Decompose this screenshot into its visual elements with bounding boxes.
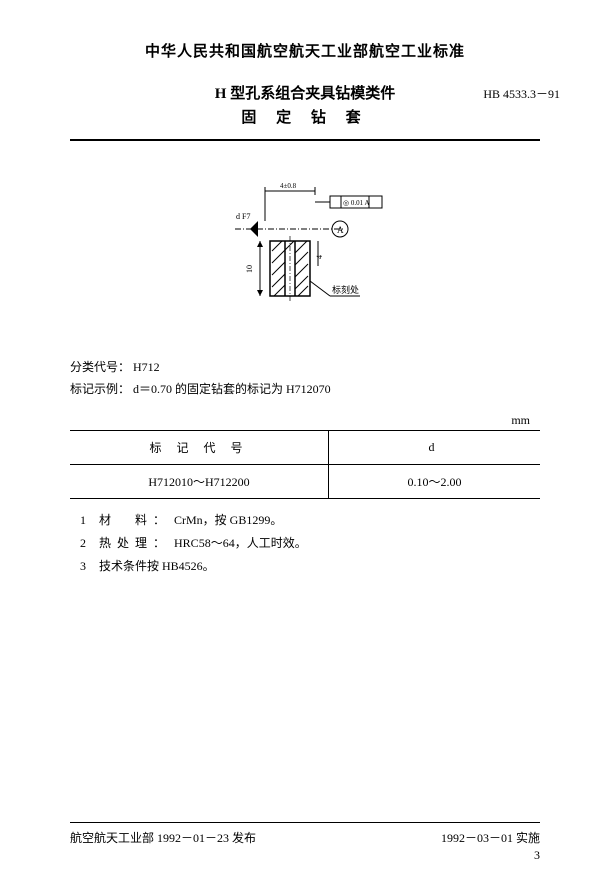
title-line1: H 型孔系组合夹具钻模类件 — [70, 83, 540, 106]
technical-diagram: 4±0.8 ◎ 0.01 A d F7 A — [70, 181, 540, 326]
table-header-row: 标 记 代 号 d — [70, 431, 540, 465]
organization-header: 中华人民共和国航空航天工业部航空工业标准 — [70, 40, 540, 61]
page-footer: 航空航天工业部 1992－01－23 发布 1992－03－01 实施 3 — [70, 822, 540, 863]
table-row: H712010～H712200 0.10～2.00 — [70, 465, 540, 499]
spec-table: 标 记 代 号 d H712010～H712200 0.10～2.00 — [70, 430, 540, 499]
note-3: 3 技术条件按 HB4526。 — [80, 555, 540, 578]
footer-issue: 航空航天工业部 1992－01－23 发布 — [70, 829, 256, 846]
divider-top — [70, 139, 540, 141]
annotation-label: 标刻处 — [332, 284, 359, 295]
dim-top: 4±0.8 — [280, 182, 297, 190]
class-value: H712 — [133, 360, 160, 374]
dim-height: 10 — [245, 265, 254, 273]
footer-effective: 1992－03－01 实施 — [441, 829, 540, 846]
standard-code: HB 4533.3－91 — [483, 85, 560, 102]
page-number: 3 — [70, 848, 540, 863]
note-2: 2 热处理： HRC58～64，人工时效。 — [80, 532, 540, 555]
mark-value: d＝0.70 的固定钻套的标记为 H712070 — [133, 382, 331, 396]
dim-side: 4 — [315, 255, 324, 259]
col-header-2: d — [329, 431, 541, 465]
datum-a: A — [337, 225, 344, 235]
datum-left-label: d F7 — [236, 212, 250, 221]
meta-block: 分类代号： H712 标记示例： d＝0.70 的固定钻套的标记为 H71207… — [70, 356, 540, 402]
mark-label: 标记示例： — [70, 382, 130, 396]
title-line2: 固 定 钻 套 — [70, 106, 540, 127]
unit-label: mm — [70, 413, 540, 428]
tolerance-text: ◎ 0.01 A — [343, 199, 370, 207]
note-1: 1 材 料： CrMn，按 GB1299。 — [80, 509, 540, 532]
cell-d: 0.10～2.00 — [329, 465, 541, 499]
class-label: 分类代号： — [70, 360, 130, 374]
cell-code: H712010～H712200 — [70, 465, 329, 499]
col-header-1: 标 记 代 号 — [70, 431, 329, 465]
notes-block: 1 材 料： CrMn，按 GB1299。 2 热处理： HRC58～64，人工… — [70, 509, 540, 577]
title-block: H 型孔系组合夹具钻模类件 固 定 钻 套 HB 4533.3－91 — [70, 83, 540, 127]
